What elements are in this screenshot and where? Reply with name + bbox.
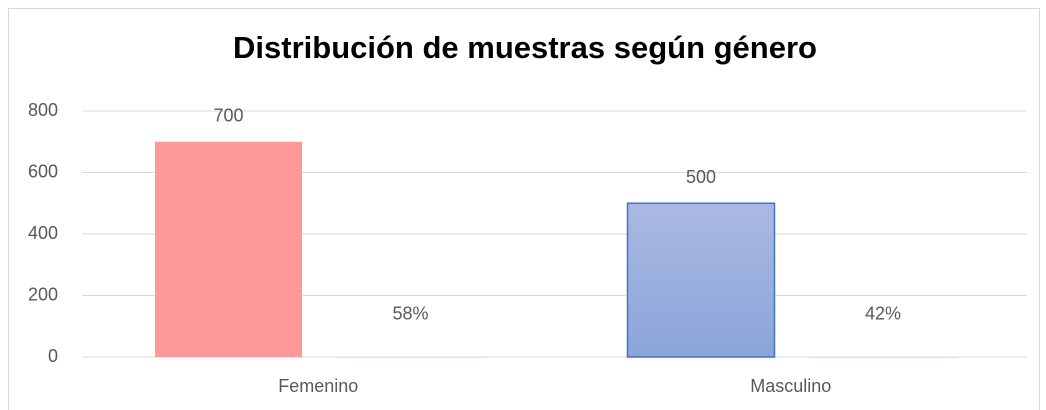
data-label: 700 <box>213 106 243 126</box>
data-label: 500 <box>686 167 716 187</box>
bar <box>337 356 484 359</box>
chart-title: Distribución de muestras según género <box>233 30 817 65</box>
bar <box>626 202 776 358</box>
y-tick-label: 800 <box>28 100 58 120</box>
y-tick-label: 200 <box>28 284 58 304</box>
y-tick-label: 400 <box>28 223 58 243</box>
bar <box>809 356 957 359</box>
x-tick-label: Masculino <box>750 376 831 396</box>
x-tick-label: Femenino <box>278 376 358 396</box>
data-label: 58% <box>392 304 428 324</box>
y-tick-label: 600 <box>28 161 58 181</box>
y-tick-label: 0 <box>48 346 58 366</box>
bar <box>155 141 302 357</box>
data-label: 42% <box>865 304 901 324</box>
